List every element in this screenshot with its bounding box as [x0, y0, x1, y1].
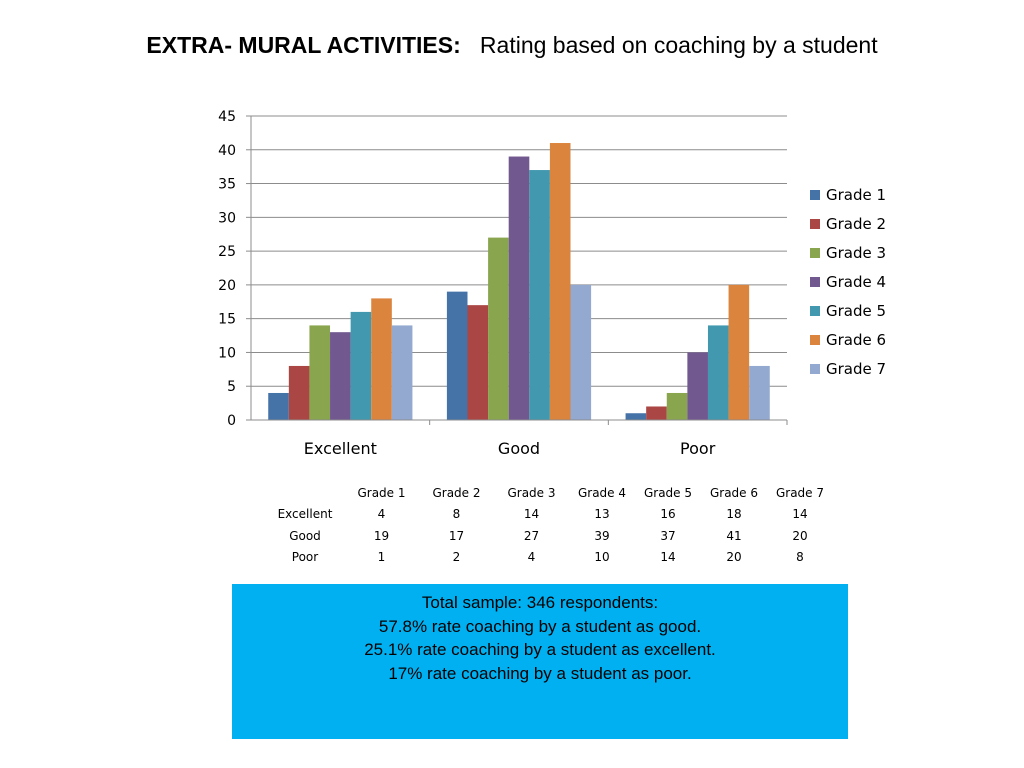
- table-cell: 13: [594, 507, 610, 522]
- bar: [371, 298, 392, 420]
- y-tick-label: 5: [227, 379, 236, 395]
- table-cell: 19: [373, 528, 390, 543]
- table-header-cell: Grade 4: [577, 485, 627, 500]
- table-row-label: Good: [289, 528, 321, 543]
- table-cell: 14: [660, 550, 676, 565]
- slide-title-bold: EXTRA- MURAL ACTIVITIES:: [146, 32, 461, 58]
- bar: [728, 284, 750, 420]
- table-cell: 8: [796, 550, 804, 565]
- table-row-label: Poor: [291, 550, 319, 565]
- bar: [687, 352, 708, 420]
- legend-swatch: [810, 219, 820, 229]
- table-header-cell: Grade 1: [357, 485, 406, 500]
- table-header-cell: Grade 2: [432, 485, 481, 500]
- table-cell: 2: [452, 550, 461, 565]
- x-category-label: Poor: [680, 439, 716, 458]
- summary-line: 57.8% rate coaching by a student as good…: [378, 616, 702, 636]
- y-tick-label: 35: [218, 177, 236, 193]
- table-cell: 20: [792, 528, 808, 543]
- bar: [309, 325, 331, 420]
- bar: [666, 392, 688, 420]
- legend-label: Grade 4: [826, 273, 886, 291]
- bar: [467, 305, 489, 420]
- y-tick-label: 20: [218, 278, 236, 294]
- x-category-label: Excellent: [304, 439, 377, 458]
- table-cell: 14: [792, 507, 808, 522]
- bar: [350, 311, 372, 420]
- table-cell: 4: [377, 507, 386, 522]
- summary-box: Total sample: 346 respondents: 57.8% rat…: [232, 584, 848, 739]
- table-cell: 17: [448, 528, 465, 543]
- bars: [268, 143, 770, 421]
- table-row: Good 19 17 27 39 37 41 20: [266, 525, 833, 547]
- x-category-label: Good: [498, 439, 540, 458]
- table-cell: 20: [726, 550, 742, 565]
- legend-label: Grade 6: [826, 331, 886, 349]
- slide-title: EXTRA- MURAL ACTIVITIES: Rating based on…: [0, 32, 1024, 59]
- slide-title-rest: Rating based on coaching by a student: [479, 32, 878, 58]
- bar: [330, 332, 351, 420]
- legend-swatch: [810, 364, 820, 374]
- bar: [570, 284, 592, 420]
- bar: [508, 156, 530, 421]
- table-header-cell: Grade 7: [775, 485, 825, 500]
- bar: [488, 237, 509, 420]
- table-cell: 1: [377, 550, 386, 565]
- bar: [646, 406, 667, 420]
- table-cell: 37: [660, 528, 676, 543]
- table-cell: 10: [594, 550, 610, 565]
- legend: Grade 1 Grade 2 Grade 3 Grade 4 Grade 5 Grade…: [810, 186, 886, 378]
- y-tick-label: 45: [218, 109, 236, 125]
- bar: [707, 325, 729, 420]
- legend-swatch: [810, 248, 820, 258]
- table-cell: 39: [594, 528, 610, 543]
- summary-line: Total sample: 346 respondents:: [421, 593, 659, 612]
- legend-swatch: [810, 335, 820, 345]
- summary-line: 25.1% rate coaching by a student as exce…: [364, 640, 716, 659]
- table-cell: 14: [523, 507, 540, 522]
- y-tick-label: 25: [218, 244, 236, 260]
- legend-swatch: [810, 277, 820, 287]
- table-row: Poor 1 2 4 10 14 20 8: [266, 547, 833, 569]
- y-tick-label: 30: [218, 210, 236, 226]
- table-cell: 8: [452, 507, 461, 522]
- table-cell: 16: [660, 507, 676, 522]
- legend-label: Grade 3: [826, 244, 886, 262]
- bar: [625, 413, 647, 420]
- table-row-label: Excellent: [277, 507, 333, 522]
- bar-chart: 0 5 10 15 20 25 30 35 40 45 Excellent Good Poor Grad…: [218, 109, 886, 458]
- y-tick-label: 0: [227, 413, 236, 429]
- y-tick-label: 10: [218, 345, 236, 361]
- legend-label: Grade 1: [826, 186, 886, 204]
- bar: [268, 392, 289, 420]
- table-row: Excellent 4 8 14 13 16 18 14: [266, 504, 833, 526]
- legend-swatch: [810, 306, 820, 316]
- table-header-cell: Grade 3: [507, 485, 556, 500]
- table-corner-cell: [266, 482, 344, 504]
- table-cell: 18: [726, 507, 742, 522]
- data-table: Grade 1 Grade 2 Grade 3 Grade 4 Grade 5 …: [266, 482, 833, 568]
- bar: [549, 143, 571, 420]
- legend-label: Grade 5: [826, 302, 886, 320]
- summary-line: 17% rate coaching by a student as poor.: [388, 663, 692, 683]
- y-tick-label: 15: [218, 312, 236, 328]
- table-cell: 27: [523, 528, 540, 543]
- bar: [749, 365, 770, 420]
- table-header-row: Grade 1 Grade 2 Grade 3 Grade 4 Grade 5 …: [266, 482, 833, 504]
- bar: [288, 365, 310, 420]
- y-tick-label: 40: [218, 143, 236, 159]
- bar: [529, 170, 550, 420]
- bar: [446, 291, 468, 420]
- legend-swatch: [810, 190, 820, 200]
- table-cell: 4: [527, 550, 536, 565]
- legend-label: Grade 7: [826, 360, 886, 378]
- table-header-cell: Grade 6: [709, 485, 759, 500]
- legend-label: Grade 2: [826, 215, 886, 233]
- axes: 0 5 10 15 20 25 30 35 40 45 Excellent Good Poor: [218, 109, 788, 458]
- table-header-cell: Grade 5: [643, 485, 693, 500]
- bar: [391, 325, 413, 420]
- table-cell: 41: [726, 528, 742, 543]
